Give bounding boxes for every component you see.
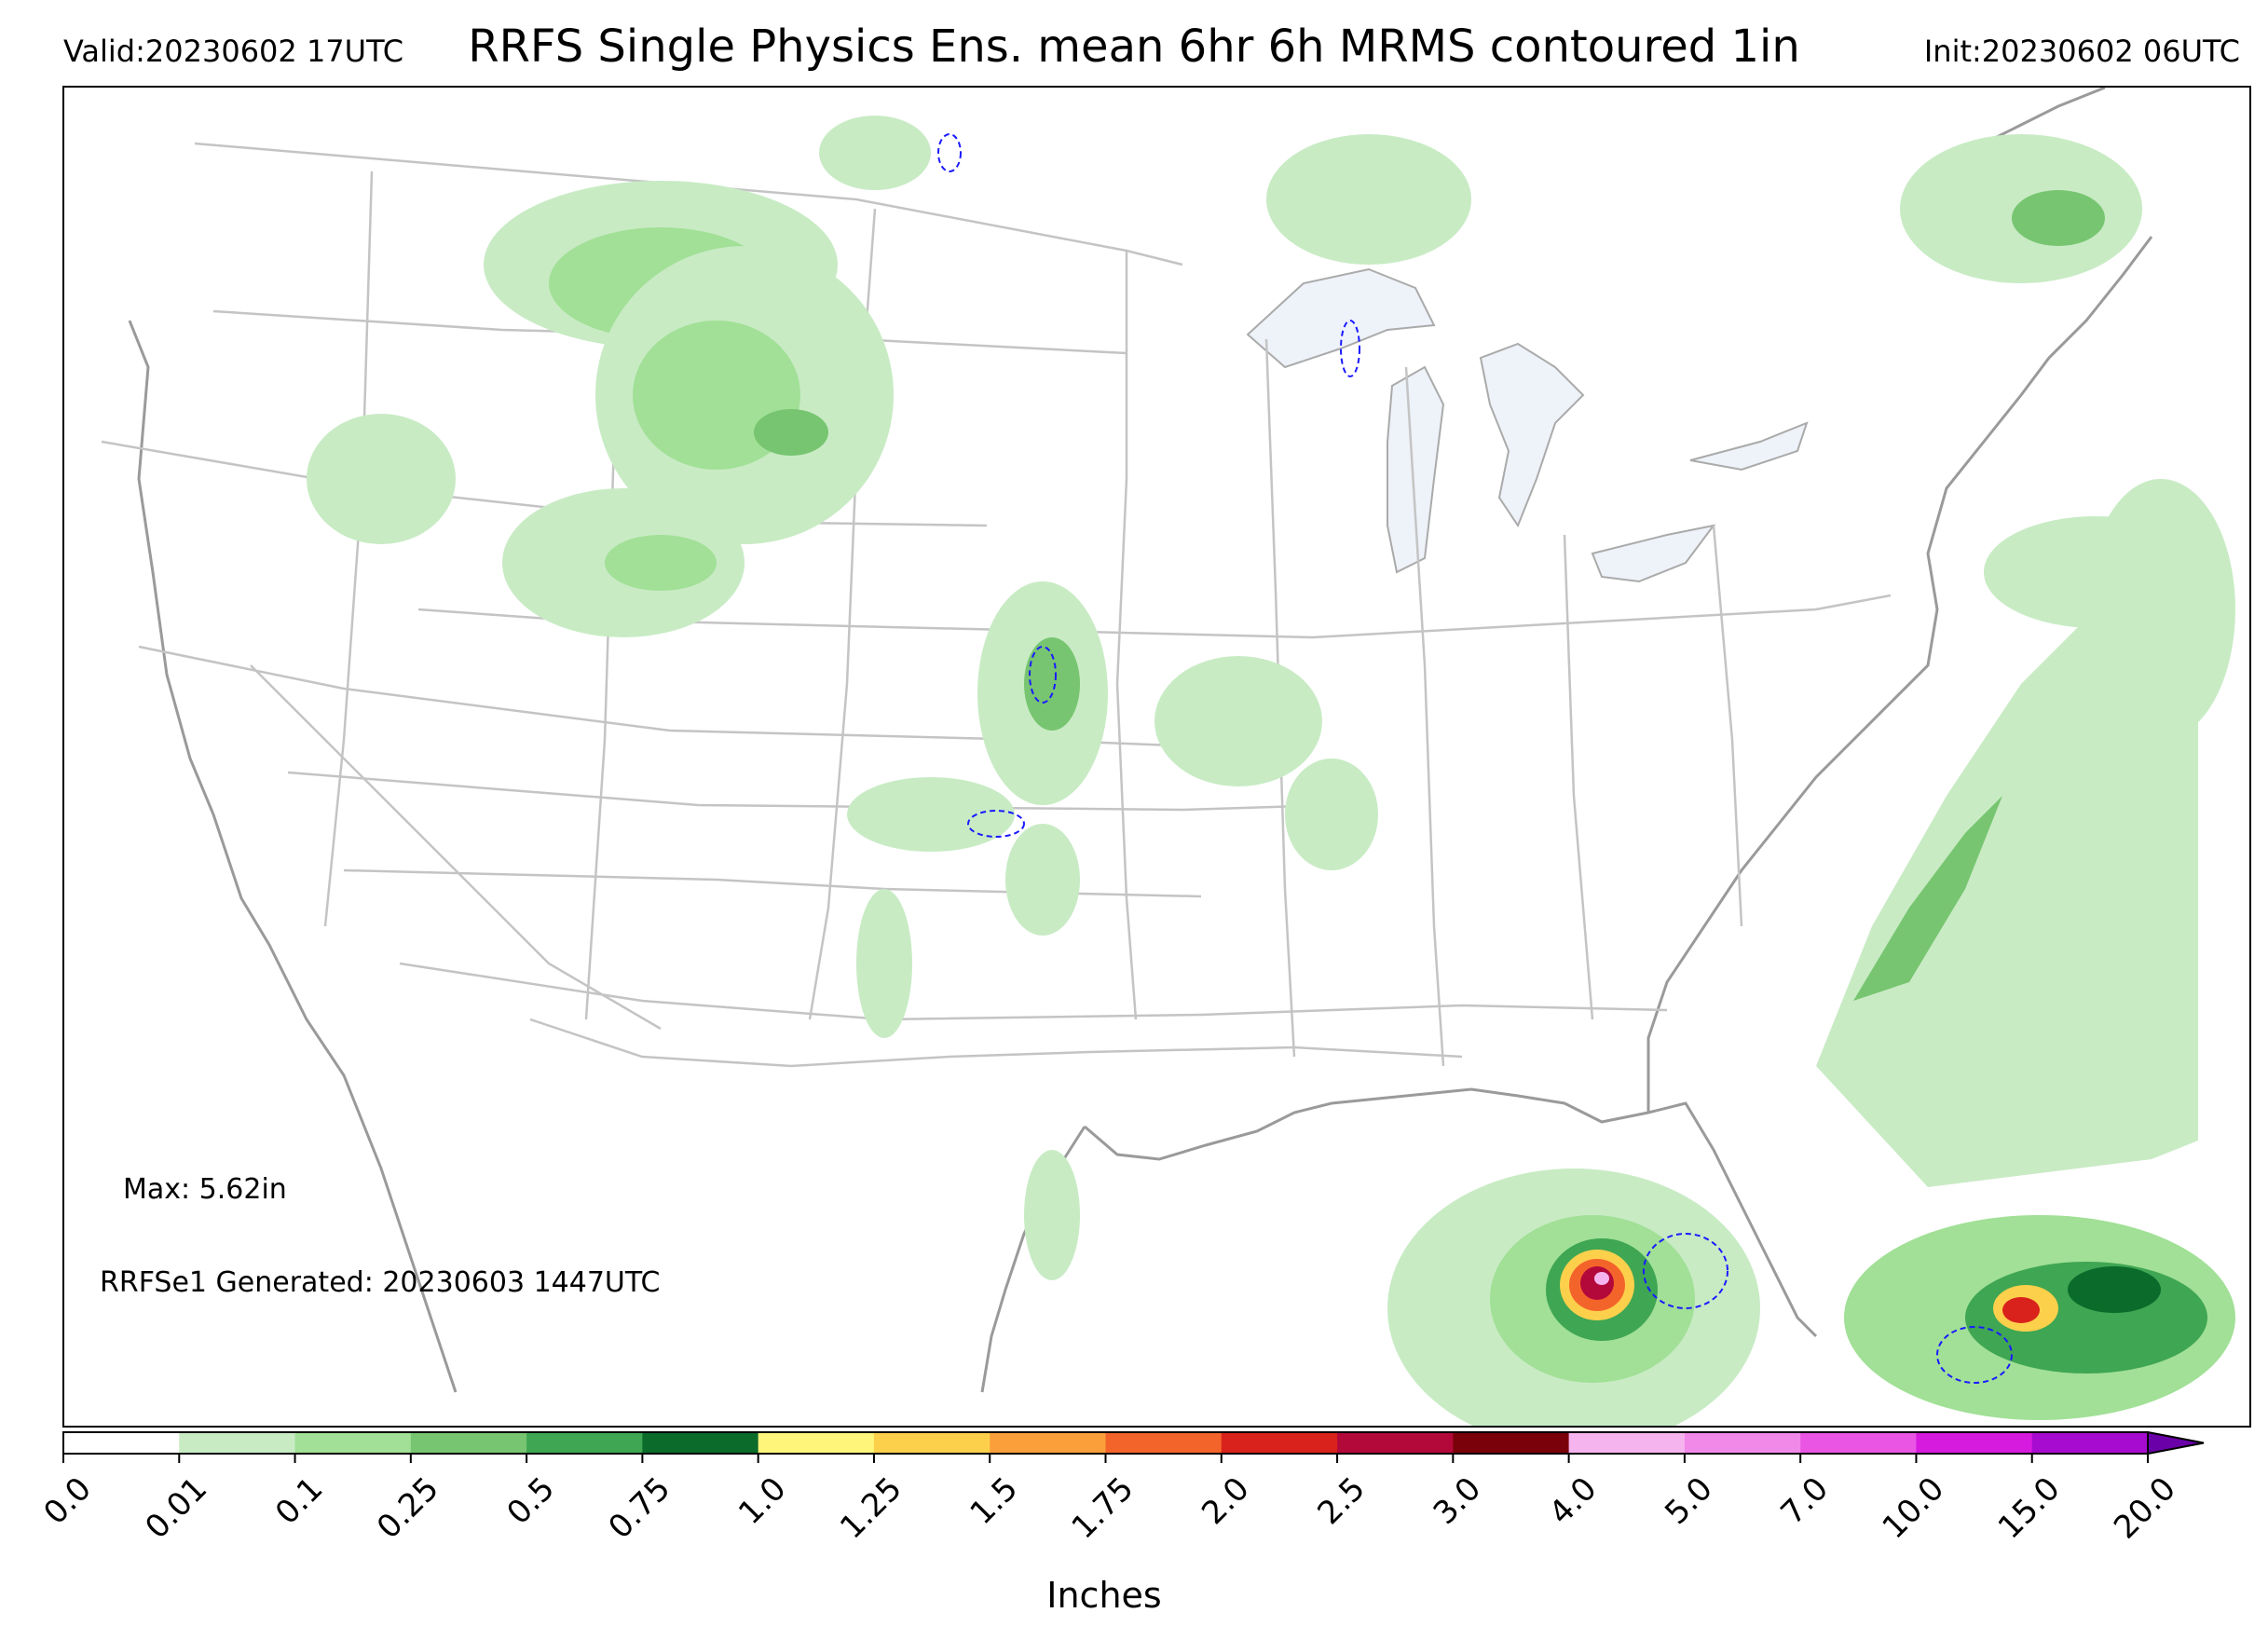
colorbar-tick-label: 0.01 xyxy=(138,1470,214,1547)
init-time: Init:20230602 06UTC xyxy=(1923,34,2240,69)
precip-plains xyxy=(847,134,1471,1280)
precip-gulf-storm xyxy=(1387,1168,2058,1426)
colorbar-cell xyxy=(410,1432,527,1454)
colorbar-cell xyxy=(179,1432,296,1454)
colorbar-cell xyxy=(1105,1432,1223,1454)
colorbar-tick-label: 1.0 xyxy=(731,1470,794,1533)
colorbar-tick-label: 0.1 xyxy=(268,1470,331,1533)
colorbar-tick-label: 0.0 xyxy=(36,1470,99,1533)
colorbar-tick-label: 4.0 xyxy=(1542,1470,1605,1533)
colorbar-cell xyxy=(758,1432,875,1454)
mrms-contours xyxy=(937,133,2013,1384)
colorbar-tick-label: 0.25 xyxy=(370,1470,446,1547)
precip-rockies xyxy=(307,116,931,637)
colorbar-cell xyxy=(63,1432,180,1454)
colorbar-cell xyxy=(873,1432,991,1454)
colorbar-ticks: 0.0 0.01 0.1 0.25 0.5 0.75 1.0 1.25 1.5 1.75 2.0 2.… xyxy=(36,1454,2183,1546)
colorbar-extend-arrow xyxy=(2147,1430,2205,1456)
colorbar-tick-label: 0.75 xyxy=(601,1470,677,1547)
valid-time: Valid:20230602 17UTC xyxy=(63,34,404,69)
colorbar-tick-label: 1.5 xyxy=(963,1470,1026,1533)
colorbar-tick-label: 1.25 xyxy=(833,1470,909,1547)
colorbar-tick-label: 2.5 xyxy=(1310,1470,1373,1533)
colorbar-cell xyxy=(1684,1432,1801,1454)
colorbar-cell xyxy=(1337,1432,1454,1454)
colorbar-cell xyxy=(990,1432,1106,1454)
generated-label: RRFSe1 Generated: 20230603 1447UTC xyxy=(100,1266,661,1299)
max-value-label: Max: 5.62in xyxy=(123,1173,287,1206)
colorbar-cell xyxy=(1568,1432,1686,1454)
colorbar-tick-label: 0.5 xyxy=(499,1470,562,1533)
colorbar-label: Inches xyxy=(1046,1575,1162,1616)
colorbar-cell xyxy=(1453,1432,1570,1454)
colorbar-cell xyxy=(642,1432,759,1454)
colorbar-cell xyxy=(1221,1432,1338,1454)
colorbar-cell xyxy=(1800,1432,1917,1454)
colorbar-tick-label: 15.0 xyxy=(1991,1470,2068,1547)
colorbar-cell xyxy=(2031,1432,2149,1454)
colorbar-tick-label: 10.0 xyxy=(1876,1470,1952,1547)
colorbar-tick-label: 3.0 xyxy=(1427,1470,1489,1533)
colorbar-tick-label: 20.0 xyxy=(2107,1470,2183,1547)
colorbar-cell xyxy=(526,1432,643,1454)
great-lakes xyxy=(1246,267,1809,583)
colorbar-tick-label: 2.0 xyxy=(1195,1470,1257,1533)
colorbar-cell xyxy=(1916,1432,2033,1454)
colorbar-tick-label: 5.0 xyxy=(1658,1470,1720,1533)
state-borders xyxy=(101,142,1892,1068)
map-title: RRFS Single Physics Ens. mean 6hr 6h MRM… xyxy=(468,20,1800,73)
colorbar-tick-label: 7.0 xyxy=(1774,1470,1837,1533)
precip-map xyxy=(101,88,2235,1426)
map-panel: Max: 5.62in RRFSe1 Generated: 20230603 1… xyxy=(62,86,2251,1428)
colorbar-cells xyxy=(62,1430,2205,1456)
colorbar-cell xyxy=(294,1432,412,1454)
colorbar-tick-label: 1.75 xyxy=(1065,1470,1141,1547)
